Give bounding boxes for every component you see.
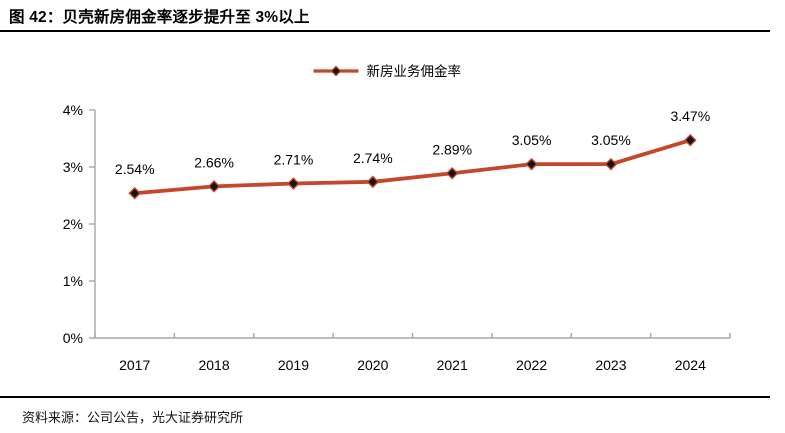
y-tick-label: 1% <box>63 273 83 289</box>
data-point-label: 2.89% <box>432 141 472 157</box>
y-tick-label: 2% <box>63 216 83 232</box>
data-point-marker <box>445 166 459 180</box>
data-point-marker <box>684 133 697 147</box>
data-point-label: 2.74% <box>353 150 393 166</box>
legend-label: 新房业务佣金率 <box>367 63 462 79</box>
x-tick-label: 2017 <box>119 357 150 373</box>
legend-diamond-marker <box>330 65 342 77</box>
y-tick-label: 0% <box>63 330 83 346</box>
data-point-marker <box>604 157 618 171</box>
x-tick-label: 2021 <box>437 357 468 373</box>
figure-title: 图 42：贝壳新房佣金率逐步提升至 3%以上 <box>9 9 310 26</box>
x-tick-label: 2024 <box>675 357 706 373</box>
title-divider <box>0 30 770 32</box>
y-tick-label: 4% <box>63 102 83 118</box>
data-point-label: 2.54% <box>115 161 155 177</box>
x-tick-label: 2020 <box>357 357 388 373</box>
data-point-label: 3.47% <box>670 108 710 124</box>
x-tick-label: 2022 <box>516 357 547 373</box>
x-tick-label: 2023 <box>595 357 626 373</box>
footer-divider <box>0 396 770 398</box>
data-point-marker <box>525 157 538 171</box>
data-point-marker <box>207 180 221 193</box>
x-tick-label: 2018 <box>198 357 229 373</box>
y-tick-label: 3% <box>63 159 83 175</box>
data-point-label: 3.05% <box>512 132 552 148</box>
data-point-label: 2.66% <box>194 154 234 170</box>
data-point-marker <box>128 186 141 200</box>
data-point-label: 2.71% <box>274 152 314 168</box>
data-point-label: 3.05% <box>591 132 631 148</box>
x-tick-label: 2019 <box>278 357 309 373</box>
series-line <box>132 138 693 196</box>
data-point-marker <box>287 177 300 190</box>
source-note: 资料来源：公司公告，光大证券研究所 <box>22 410 244 425</box>
data-point-marker <box>366 175 380 189</box>
